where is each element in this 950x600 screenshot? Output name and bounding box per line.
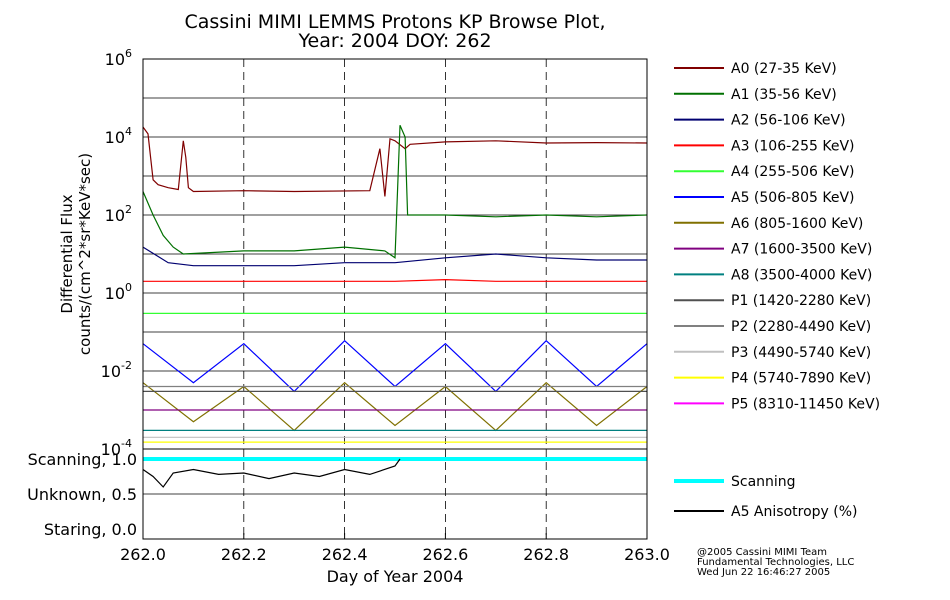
legend-label-0: A0 (27-35 KeV) (731, 61, 837, 77)
chart-title-line1: Cassini MIMI LEMMS Protons KP Browse Plo… (184, 11, 605, 33)
footer-line2: Fundamental Technologies, LLC (697, 557, 854, 568)
flux-series-line-5 (142, 339, 648, 393)
x-tick-label: 262.8 (523, 545, 569, 564)
scan-series-line-1 (142, 458, 401, 488)
legend: A0 (27-35 KeV) A1 (35-56 KeV) A2 (56-106 K… (674, 61, 880, 520)
x-tick-label: 262.0 (120, 545, 166, 564)
legend-label-5: A5 (506-805 KeV) (731, 190, 854, 206)
flux-series-line-2 (142, 246, 647, 267)
scan-y-tick-label: Unknown, 0.5 (27, 485, 137, 504)
x-tick-label: 262.4 (322, 545, 368, 564)
legend-label-1: A1 (35-56 KeV) (731, 87, 837, 103)
legend-label-6: A6 (805-1600 KeV) (731, 216, 863, 232)
scan-legend-label-0: Scanning (731, 474, 796, 490)
footer-line3: Wed Jun 22 16:46:27 2005 (697, 567, 830, 578)
legend-label-3: A3 (106-255 KeV) (731, 138, 854, 154)
footer-line1: @2005 Cassini MIMI Team (697, 547, 827, 558)
scan-panel: Scanning, 1.0 Unknown, 0.5 Staring, 0.0 (27, 448, 648, 540)
scan-y-tick-label: Staring, 0.0 (44, 520, 137, 539)
legend-label-7: A7 (1600-3500 KeV) (731, 242, 872, 258)
flux-y-tick-label: 10-2 (101, 359, 132, 381)
legend-label-11: P3 (4490-5740 KeV) (731, 345, 871, 361)
flux-y-axis-label-line1: Differential Flux (58, 194, 76, 313)
legend-label-10: P2 (2280-4490 KeV) (731, 319, 871, 335)
flux-panel: 10-4 10-2 100 102 104 106 Differential Flux c… (58, 47, 648, 459)
legend-label-8: A8 (3500-4000 KeV) (731, 267, 872, 283)
legend-label-9: P1 (1420-2280 KeV) (731, 293, 871, 309)
flux-y-tick-label: 100 (105, 281, 132, 303)
legend-label-4: A4 (255-506 KeV) (731, 164, 854, 180)
x-axis-ticks: 262.0 262.2 262.4 262.6 262.8 263.0 (120, 533, 670, 564)
x-tick-label: 262.2 (221, 545, 267, 564)
scan-y-tick-label: Scanning, 1.0 (28, 450, 137, 469)
x-tick-label: 263.0 (624, 545, 670, 564)
flux-series-group (142, 125, 648, 443)
legend-label-12: P4 (5740-7890 KeV) (731, 371, 871, 387)
scan-plot-frame (142, 448, 648, 540)
chart-title-line2: Year: 2004 DOY: 262 (297, 30, 491, 52)
x-tick-label: 262.6 (422, 545, 468, 564)
scan-series-group (142, 457, 647, 488)
scan-legend-label-1: A5 Anisotropy (%) (731, 504, 858, 520)
legend-label-13: P5 (8310-11450 KeV) (731, 396, 880, 412)
flux-series-line-0 (142, 126, 648, 197)
flux-y-axis-label-line2: counts/(cm^2*sr*KeV*sec) (76, 153, 94, 355)
flux-y-tick-label: 10-4 (101, 437, 132, 459)
flux-y-ticks: 10-4 10-2 100 102 104 106 (101, 47, 132, 459)
scan-y-ticks: Scanning, 1.0 Unknown, 0.5 Staring, 0.0 (27, 450, 137, 539)
legend-label-2: A2 (56-106 KeV) (731, 113, 846, 129)
flux-series-line-6 (142, 381, 648, 432)
flux-y-tick-label: 102 (105, 203, 132, 225)
x-axis-label: Day of Year 2004 (327, 567, 464, 586)
flux-y-tick-label: 104 (105, 125, 132, 147)
flux-gridlines (143, 59, 647, 449)
scan-gridlines (143, 449, 647, 539)
flux-series-line-3 (143, 278, 647, 282)
flux-y-tick-label: 106 (105, 47, 132, 69)
flux-series-line-1 (142, 125, 648, 259)
